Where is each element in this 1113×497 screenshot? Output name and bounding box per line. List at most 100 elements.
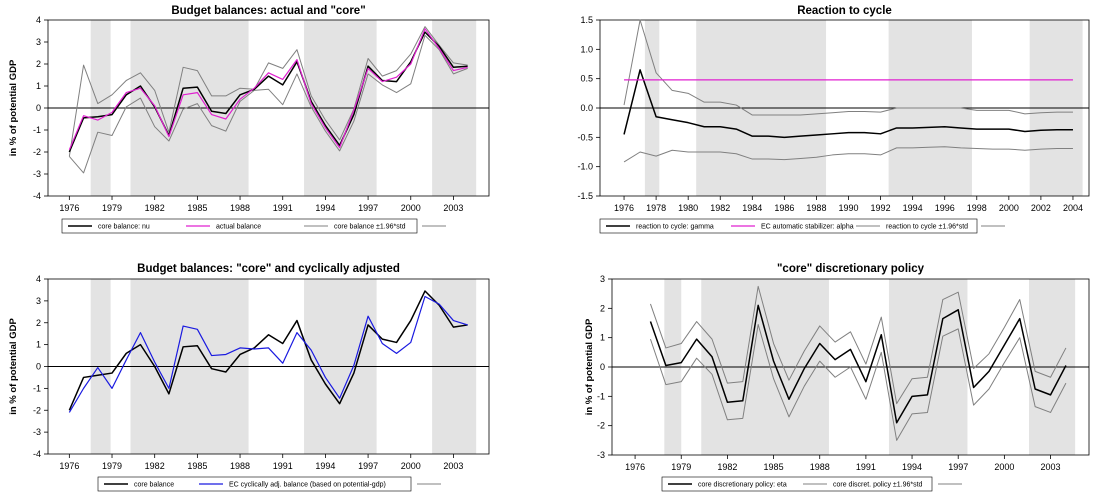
y-tick-label: -2 bbox=[597, 421, 605, 431]
chart-title: Budget balances: actual and "core" bbox=[171, 5, 365, 17]
y-tick-label: -3 bbox=[597, 450, 605, 460]
series-line-1 bbox=[68, 31, 468, 153]
x-tick-label: 1988 bbox=[806, 203, 826, 213]
legend-label: actual balance bbox=[216, 224, 261, 231]
y-tick-label: 0 bbox=[600, 362, 605, 372]
legend: core balance EC cyclically adj. balance (… bbox=[97, 476, 441, 492]
y-tick-label: -1 bbox=[33, 383, 41, 393]
x-tick-label: 1991 bbox=[856, 462, 876, 472]
series-line-3 bbox=[649, 323, 1067, 441]
chart-panel-4: "core" discretionary policy -3 -2 -1 0 1 2 3 197… bbox=[584, 263, 1090, 492]
y-tick-label: 1.5 bbox=[580, 15, 593, 25]
legend-label: reaction to cycle ±1.96*std bbox=[886, 224, 968, 231]
y-tick-label: -1.0 bbox=[577, 162, 593, 172]
legend-box bbox=[97, 476, 412, 492]
legend-box bbox=[61, 218, 418, 234]
x-tick-label: 1994 bbox=[902, 462, 922, 472]
y-tick-label: -1 bbox=[597, 391, 605, 401]
y-tick-label: -1 bbox=[33, 125, 41, 135]
x-tick-label: 1988 bbox=[230, 461, 250, 471]
y-tick-label: 2 bbox=[36, 318, 41, 328]
x-tick-label: 1979 bbox=[671, 462, 691, 472]
x-tick-label: 1976 bbox=[59, 461, 79, 471]
y-tick-label: 2 bbox=[36, 59, 41, 69]
x-tick-label: 1982 bbox=[717, 462, 737, 472]
x-tick-label: 1997 bbox=[358, 461, 378, 471]
series-line-2 bbox=[68, 295, 468, 413]
y-tick-label: 3 bbox=[36, 37, 41, 47]
x-tick-label: 1992 bbox=[871, 203, 891, 213]
x-tick-label: 1996 bbox=[935, 203, 955, 213]
legend: core balance: nu actual balance core balan… bbox=[61, 218, 446, 234]
chart-title: "core" discretionary policy bbox=[777, 263, 925, 275]
y-tick-label: -0.5 bbox=[577, 132, 593, 142]
y-tick-label: -3 bbox=[33, 169, 41, 179]
x-tick-label: 1976 bbox=[59, 203, 79, 213]
y-tick-label: 2 bbox=[600, 303, 605, 313]
y-axis-label: in % of potential GDP bbox=[8, 59, 19, 156]
x-tick-label: 2004 bbox=[1063, 203, 1083, 213]
x-tick-label: 1994 bbox=[315, 203, 335, 213]
x-tick-label: 2002 bbox=[1031, 203, 1051, 213]
x-tick-label: 1982 bbox=[145, 461, 165, 471]
x-tick-label: 1998 bbox=[967, 203, 987, 213]
y-tick-label: 0.5 bbox=[580, 74, 593, 84]
y-tick-label: -4 bbox=[33, 191, 41, 201]
legend-label: reaction to cycle: gamma bbox=[636, 224, 714, 231]
y-tick-label: 0 bbox=[36, 362, 41, 372]
y-tick-label: 4 bbox=[36, 274, 41, 284]
x-tick-label: 2000 bbox=[401, 203, 421, 213]
x-tick-label: 1991 bbox=[273, 203, 293, 213]
x-tick-label: 1976 bbox=[625, 462, 645, 472]
x-tick-label: 1986 bbox=[774, 203, 794, 213]
series-line-3 bbox=[623, 19, 1073, 116]
y-tick-label: 0 bbox=[36, 103, 41, 113]
x-tick-label: 1982 bbox=[145, 203, 165, 213]
x-tick-label: 1978 bbox=[646, 203, 666, 213]
legend: core discretionary policy: eta core discr… bbox=[661, 476, 962, 492]
chart-panel-1: Budget balances: actual and "core" -4 -3 -2… bbox=[8, 5, 490, 234]
legend-label: core discret. policy ±1.96*std bbox=[833, 482, 923, 489]
legend-label: core balance ±1.96*std bbox=[334, 224, 406, 231]
chart-panel-2: Reaction to cycle -1.5 -1.0 -0.5 0.0 0.5 1.0 1.… bbox=[577, 5, 1090, 234]
y-tick-label: -2 bbox=[33, 147, 41, 157]
chart-title: Budget balances: "core" and cyclically a… bbox=[137, 263, 400, 275]
series-line-4 bbox=[623, 146, 1073, 163]
y-tick-label: 1 bbox=[36, 340, 41, 350]
x-tick-label: 2000 bbox=[401, 461, 421, 471]
y-tick-label: -3 bbox=[33, 427, 41, 437]
series-line-1 bbox=[623, 69, 1073, 139]
y-tick-label: 4 bbox=[36, 15, 41, 25]
x-tick-label: 1994 bbox=[315, 461, 335, 471]
x-tick-label: 2003 bbox=[1041, 462, 1061, 472]
legend-label: EC automatic stabilizer: alpha bbox=[761, 224, 854, 231]
x-tick-label: 1982 bbox=[710, 203, 730, 213]
x-tick-label: 2000 bbox=[999, 203, 1019, 213]
x-tick-label: 1988 bbox=[230, 203, 250, 213]
x-tick-label: 2003 bbox=[443, 461, 463, 471]
legend-label: core balance: nu bbox=[98, 224, 150, 231]
x-tick-label: 1991 bbox=[273, 461, 293, 471]
legend-label: core balance bbox=[134, 482, 174, 489]
y-tick-label: 1 bbox=[36, 81, 41, 91]
y-tick-label: 1 bbox=[600, 333, 605, 343]
chart-title: Reaction to cycle bbox=[797, 5, 892, 17]
x-tick-label: 1985 bbox=[187, 461, 207, 471]
x-tick-label: 1979 bbox=[102, 461, 122, 471]
y-tick-label: 0.0 bbox=[580, 103, 593, 113]
legend-box bbox=[599, 218, 978, 234]
y-tick-label: 3 bbox=[36, 296, 41, 306]
y-axis-label: in % of potential GDP bbox=[8, 318, 19, 415]
legend-box bbox=[661, 476, 933, 492]
legend-label: core discretionary policy: eta bbox=[698, 482, 787, 489]
legend-label: EC cyclically adj. balance (based on pot… bbox=[229, 482, 386, 489]
x-tick-label: 1994 bbox=[903, 203, 923, 213]
legend: reaction to cycle: gamma EC automatic sta… bbox=[599, 218, 1005, 234]
x-tick-label: 1980 bbox=[678, 203, 698, 213]
chart-panel-3: Budget balances: "core" and cyclically a… bbox=[8, 263, 490, 492]
x-tick-label: 2000 bbox=[994, 462, 1014, 472]
x-tick-label: 2003 bbox=[443, 203, 463, 213]
x-tick-label: 1979 bbox=[102, 203, 122, 213]
series-line-4 bbox=[68, 34, 468, 174]
